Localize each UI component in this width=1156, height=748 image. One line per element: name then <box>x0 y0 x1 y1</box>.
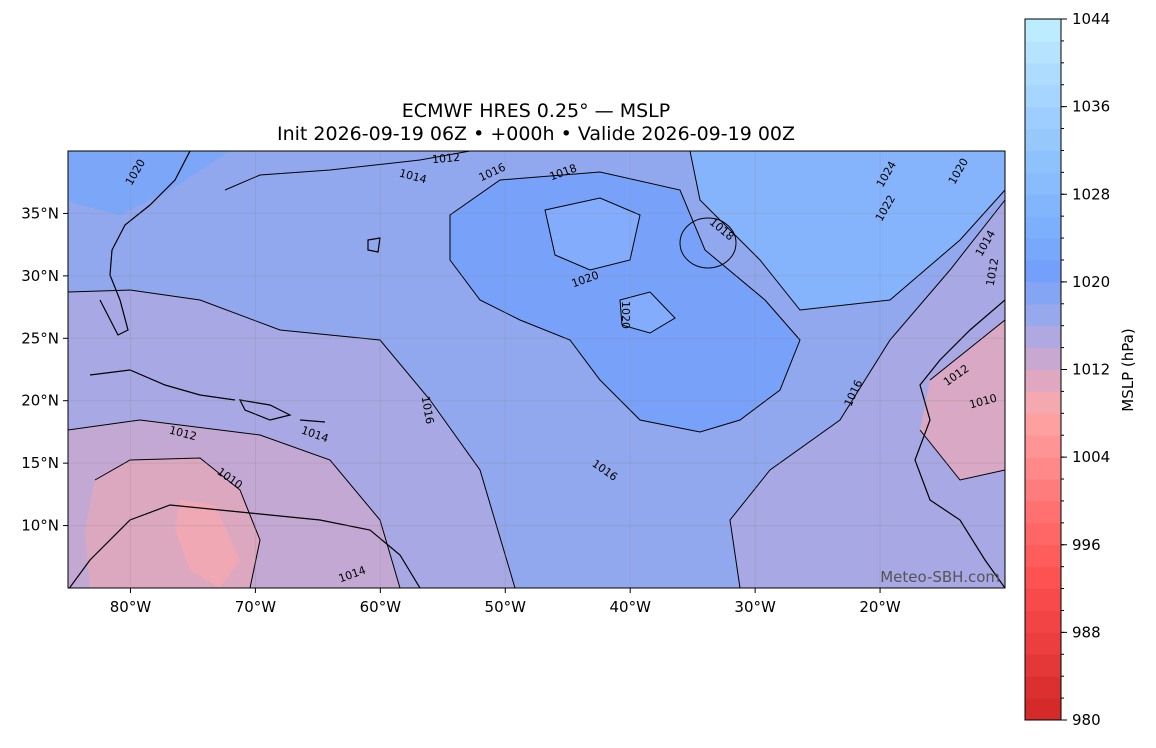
colorbar-tick-label: 1004 <box>1072 448 1110 466</box>
colorbar-band <box>1025 128 1061 151</box>
contour-label: 1012 <box>984 257 1002 287</box>
contour-label: 1020 <box>619 301 632 329</box>
colorbar-band <box>1025 62 1061 86</box>
colorbar-tick-label: 996 <box>1072 536 1101 554</box>
colorbar-band <box>1025 84 1061 108</box>
colorbar-label: MSLP (hPa) <box>1119 328 1137 411</box>
colorbar-tick-label: 988 <box>1072 623 1101 641</box>
contours <box>68 151 1005 588</box>
colorbar-band <box>1025 544 1061 568</box>
x-tick-label: 70°W <box>235 598 277 616</box>
y-tick-label: 35°N <box>21 204 59 222</box>
colorbar-tick-label: 1044 <box>1072 10 1110 28</box>
colorbar-band <box>1025 194 1061 217</box>
contour-label: 1012 <box>432 151 461 166</box>
colorbar-band <box>1025 369 1061 392</box>
colorbar-band <box>1025 172 1061 195</box>
colorbar-band <box>1025 391 1061 414</box>
colorbar-band <box>1025 435 1061 458</box>
colorbar-band <box>1025 654 1061 677</box>
x-tick-label: 80°W <box>110 598 152 616</box>
y-tick-label: 20°N <box>21 392 59 410</box>
x-tick-label: 30°W <box>734 598 776 616</box>
colorbar-band <box>1025 566 1061 590</box>
colorbar-band <box>1025 106 1061 130</box>
x-tick-label: 40°W <box>609 598 651 616</box>
colorbar-band <box>1025 347 1061 370</box>
colorbar-band <box>1025 216 1061 239</box>
x-tick-label: 20°W <box>859 598 901 616</box>
colorbar-tick-label: 1012 <box>1072 361 1110 379</box>
map-frame <box>67 150 1006 589</box>
y-tick-label: 15°N <box>21 454 59 472</box>
colorbar-band <box>1025 457 1061 480</box>
x-tick-label: 50°W <box>485 598 527 616</box>
colorbar-band <box>1025 413 1061 436</box>
x-tick-label: 60°W <box>360 598 402 616</box>
colorbar-band <box>1025 303 1061 327</box>
colorbar-band <box>1025 150 1061 173</box>
y-tick-label: 30°N <box>21 267 59 285</box>
colorbar-band <box>1025 281 1061 305</box>
colorbar-tick-label: 1020 <box>1072 273 1110 291</box>
coastlines <box>68 151 1005 588</box>
colorbar-band <box>1025 40 1061 64</box>
colorbar-band <box>1025 632 1061 655</box>
y-tick-label: 25°N <box>21 329 59 347</box>
map-fill <box>68 151 1005 588</box>
colorbar-tick-label: 1036 <box>1072 98 1110 116</box>
colorbar-band <box>1025 238 1061 261</box>
y-tick-label: 10°N <box>21 517 59 535</box>
watermark: Meteo-SBH.com <box>880 568 1000 586</box>
colorbar-tick-label: 980 <box>1072 711 1101 729</box>
colorbar-band <box>1025 610 1061 633</box>
colorbar-band <box>1025 19 1061 42</box>
subtitle: Init 2026-09-19 06Z • +000h • Valide 202… <box>277 123 795 145</box>
title: ECMWF HRES 0.25° — MSLP <box>402 100 670 122</box>
colorbar-band <box>1025 325 1061 349</box>
colorbar-tick-label: 1028 <box>1072 185 1110 203</box>
contour-label: 1016 <box>419 395 437 425</box>
colorbar-band <box>1025 500 1061 524</box>
colorbar-band <box>1025 479 1061 502</box>
colorbar-band <box>1025 522 1061 546</box>
colorbar-band <box>1025 588 1061 611</box>
colorbar-band <box>1025 676 1061 699</box>
colorbar-band <box>1025 698 1061 721</box>
colorbar-band <box>1025 259 1061 283</box>
